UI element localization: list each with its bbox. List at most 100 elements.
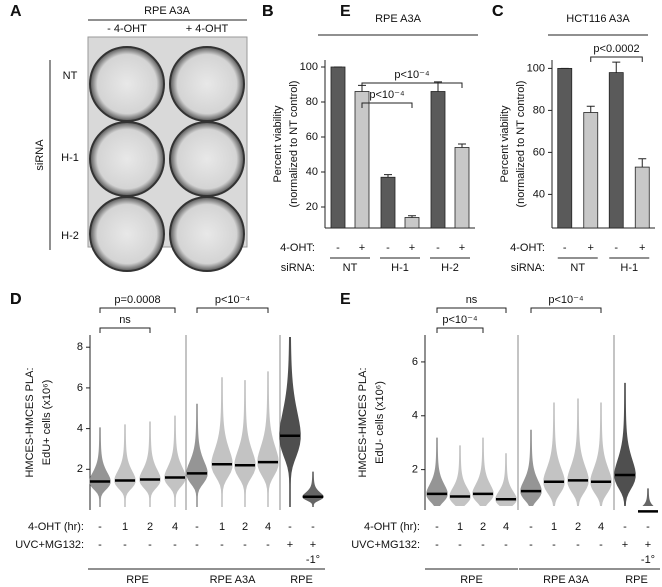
condition-label: - [576, 539, 580, 551]
x-tick-label: - [623, 521, 627, 533]
series-label: + [459, 242, 465, 254]
x-tick-label: 4 [172, 521, 178, 533]
chart-title: HCT116 A3A [566, 13, 630, 25]
cell-distribution [590, 402, 612, 506]
error-bar [458, 143, 466, 148]
x-tick-label: 1 [457, 521, 463, 533]
panel-title: RPE A3A [144, 5, 191, 17]
column-label: + 4-OHT [186, 23, 229, 35]
significance-bracket [436, 307, 507, 313]
significance-bracket [436, 327, 484, 333]
condition-label: - [123, 539, 127, 551]
error-bar [612, 61, 621, 73]
x-tick-label: - [435, 521, 439, 533]
group-label: RPE A3A [543, 574, 590, 586]
y-axis-label: (normalized to NT control) [515, 81, 527, 208]
group-label: RPE [290, 574, 313, 586]
y-tick-label: 4 [412, 410, 418, 422]
x-tick-label: 4 [265, 521, 271, 533]
panel-label: B [262, 3, 274, 20]
significance-label: p<10⁻⁴ [442, 314, 478, 326]
condition-label: - [458, 539, 462, 551]
series-label: - [386, 242, 390, 254]
y-tick-label: 40 [533, 188, 545, 200]
y-tick-label: 2 [412, 464, 418, 476]
cell-distribution [472, 437, 494, 506]
series-label: - [563, 242, 567, 254]
y-tick-label: 8 [77, 341, 83, 353]
series-label: + [588, 242, 594, 254]
cell-distribution [614, 382, 636, 506]
y-axis-label: HMCES-HMCES PLA: [357, 367, 369, 477]
bar [404, 217, 420, 229]
bar [608, 72, 624, 229]
condition-label: + [287, 539, 293, 551]
significance-bracket [99, 307, 176, 313]
column-label: - 4-OHT [107, 23, 147, 35]
cell-distribution [164, 415, 186, 507]
bar [354, 91, 370, 229]
panel-label: E [340, 3, 351, 20]
y-tick-label: 6 [412, 356, 418, 368]
error-bar [638, 158, 647, 168]
error-bar [384, 174, 392, 178]
condition-label: - [266, 539, 270, 551]
bar [583, 112, 599, 229]
condition-note: -1° [306, 554, 320, 566]
group-label: RPE [625, 574, 648, 586]
x-tick-label: - [98, 521, 102, 533]
x-tick-label: H-1 [391, 262, 409, 274]
row-label: UVC+MG132: [351, 539, 420, 551]
panel-label: E [340, 291, 351, 308]
cell-distribution [186, 403, 208, 507]
y-tick-label: 60 [533, 146, 545, 158]
cell-distribution [520, 429, 542, 506]
x-tick-label: 2 [480, 521, 486, 533]
bar [454, 147, 470, 229]
cell-distribution [495, 453, 517, 506]
y-axis-label: (normalized to NT control) [288, 81, 300, 208]
condition-label: + [310, 539, 316, 551]
cell-distribution [543, 402, 565, 506]
panel-label: C [492, 3, 504, 20]
row-label: siRNA: [511, 262, 545, 274]
row-label: 4-OHT: [510, 242, 545, 254]
panel-label: C [492, 3, 504, 20]
condition-label: - [220, 539, 224, 551]
row-title: siRNA [34, 139, 46, 171]
bar [430, 91, 446, 229]
condition-label: - [173, 539, 177, 551]
cell-distribution [211, 377, 233, 507]
y-tick-label: 2 [77, 463, 83, 475]
condition-label: + [645, 539, 651, 551]
row-label: 4-OHT (hr): [28, 521, 84, 533]
significance-bracket [99, 327, 151, 333]
significance-bracket [590, 56, 643, 62]
series-label: + [359, 242, 365, 254]
bar [330, 66, 346, 229]
panel-label: D [10, 291, 22, 308]
condition-note: -1° [641, 554, 655, 566]
chart-title: RPE A3A [375, 13, 422, 25]
significance-bracket [361, 82, 463, 88]
row-label: H-2 [61, 230, 79, 242]
y-tick-label: 80 [533, 104, 545, 116]
cell-distribution [426, 437, 448, 506]
significance-bracket [196, 307, 269, 313]
condition-label: + [622, 539, 628, 551]
y-tick-label: 60 [306, 131, 318, 143]
series-label: + [639, 242, 645, 254]
condition-label: - [148, 539, 152, 551]
x-tick-label: 1 [551, 521, 557, 533]
bar [634, 166, 650, 229]
x-tick-label: 2 [575, 521, 581, 533]
condition-label: - [435, 539, 439, 551]
plates [89, 46, 245, 272]
cell-distribution [89, 427, 111, 507]
y-tick-label: 100 [300, 61, 318, 73]
cell-distribution [114, 424, 136, 507]
significance-label: ns [466, 294, 478, 306]
significance-bracket [530, 307, 602, 313]
cell-distribution [279, 337, 301, 507]
bar [557, 68, 573, 229]
